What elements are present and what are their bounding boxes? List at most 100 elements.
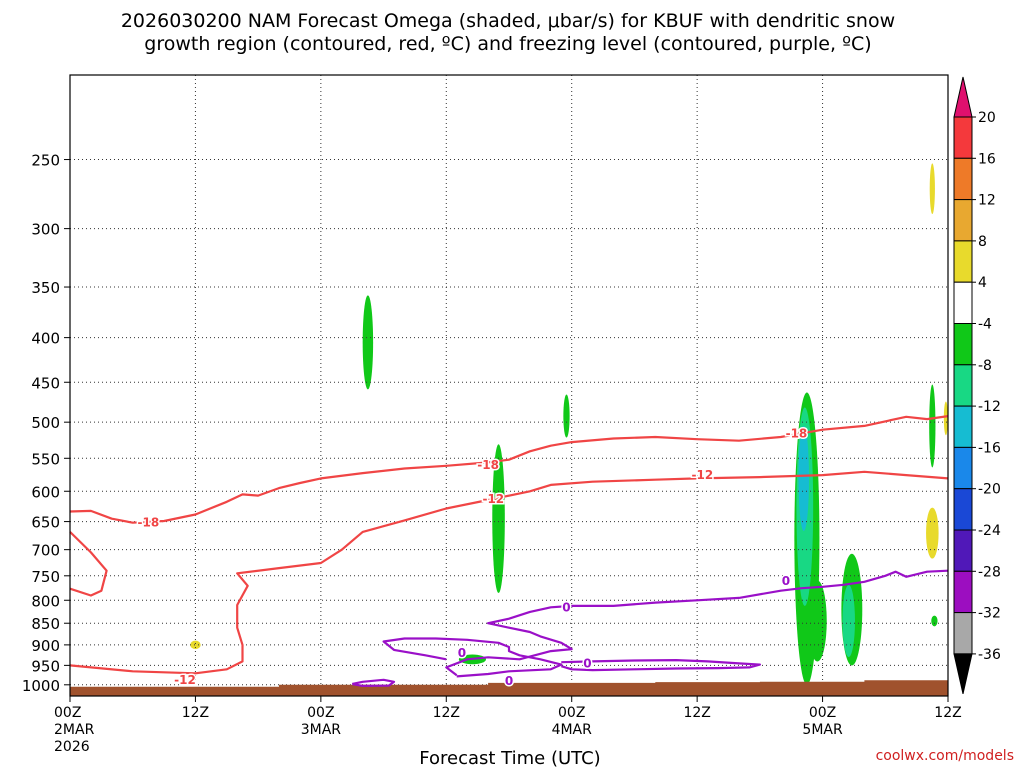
x-tick-label-7: 12Z: [934, 705, 961, 721]
credit-label: coolwx.com/models: [876, 748, 1014, 764]
y-axis: 250 300 350 400 450 500 550 600 650 700 750 800 850 9…: [22, 152, 70, 695]
contour-labels: -18 -12 -18 -12 -18 -12 0 0 0 0 0: [136, 425, 809, 690]
colorbar-label-12: -32: [978, 606, 1001, 622]
freezing-contour-6: [560, 658, 762, 672]
y-tick-label-13: 900: [31, 637, 60, 655]
ground-fill: [70, 680, 948, 696]
ground-surface: [70, 680, 948, 696]
plot-area: -18 -12 -18 -12 -18 -12 0 0 0 0 0: [69, 74, 949, 697]
omega-blob-4: [563, 394, 570, 438]
colorbar-label-6: -8: [978, 358, 992, 374]
omega-blob-12: [931, 615, 938, 627]
contour-label-10: 0: [782, 574, 790, 588]
colorbar-label-8: -16: [978, 440, 1001, 456]
omega-blob-2: [492, 444, 505, 594]
omega-blob-14: [929, 163, 935, 215]
dgz-contour-1: [69, 531, 108, 597]
x-tick-label-2: 00Z: [307, 705, 334, 721]
colorbar-segment-1: [953, 116, 973, 159]
y-tick-label-3: 400: [31, 330, 60, 348]
dgz-contour-2: [69, 470, 949, 675]
colorbar-label-7: -12: [978, 399, 1001, 415]
x-tick-label-1: 12Z: [182, 705, 209, 721]
contour-label-0: -18: [138, 516, 160, 530]
omega-blob-10: [842, 585, 855, 657]
y-tick-label-0: 250: [31, 152, 60, 170]
freezing-contour-4: [351, 678, 396, 688]
colorbar-segment-4: [953, 240, 973, 283]
omega-blob-15: [926, 507, 939, 559]
y-tick-label-7: 600: [31, 483, 60, 501]
x-tick-date-0: 2MAR: [54, 722, 95, 738]
colorbar-label-1: 16: [978, 151, 996, 167]
x-tick-date-4: 4MAR: [552, 722, 593, 738]
omega-shading: [190, 163, 949, 685]
contour-label-1: -12: [174, 673, 196, 687]
y-tick-label-14: 950: [31, 657, 60, 675]
y-tick-label-12: 850: [31, 615, 60, 633]
colorbar-segment-5: [953, 281, 973, 325]
y-tick-label-10: 750: [31, 568, 60, 586]
y-tick-label-15: 1000: [22, 677, 60, 695]
plot-frame: [69, 74, 949, 697]
omega-blob-11: [929, 384, 936, 468]
colorbar: 20 16 12 8 4 -4 -8 -12 -16 -20 -24 -28 -32 -36: [953, 76, 1001, 695]
colorbar-segment-6: [953, 323, 973, 366]
colorbar-segment-9: [953, 446, 973, 490]
contour-label-3: -12: [482, 492, 504, 506]
omega-blob-13: [943, 401, 949, 436]
colorbar-bottom-arrow: [953, 653, 973, 695]
colorbar-segment-2: [953, 157, 973, 201]
colorbar-label-4: 4: [978, 275, 987, 291]
y-tick-label-1: 300: [31, 221, 60, 239]
x-tick-date-6: 5MAR: [802, 722, 843, 738]
freezing-contour-5: [382, 637, 563, 678]
contour-label-7: 0: [562, 600, 570, 614]
colorbar-label-0: 20: [978, 110, 996, 126]
colorbar-label-3: 8: [978, 234, 987, 250]
colorbar-label-2: 12: [978, 193, 996, 209]
colorbar-segment-12: [953, 570, 973, 614]
contour-label-4: -18: [786, 426, 808, 440]
colorbar-segment-10: [953, 488, 973, 531]
colorbar-segment-11: [953, 529, 973, 572]
x-tick-year-0: 2026: [54, 739, 90, 755]
y-tick-label-2: 350: [31, 279, 60, 297]
chart-title-line1: 2026030200 NAM Forecast Omega (shaded, μ…: [121, 10, 895, 32]
x-tick-label-4: 00Z: [558, 705, 585, 721]
y-tick-label-8: 650: [31, 514, 60, 532]
x-tick-label-0: 00Z: [54, 705, 81, 721]
colorbar-label-11: -28: [978, 564, 1001, 580]
colorbar-segment-13: [953, 612, 973, 655]
contour-label-6: 0: [458, 646, 466, 660]
contour-label-2: -18: [477, 458, 499, 472]
colorbar-segment-3: [953, 199, 973, 242]
contour-label-8: 0: [583, 656, 591, 670]
omega-blob-0: [190, 640, 201, 650]
contour-label-5: -12: [692, 468, 714, 482]
y-tick-label-11: 800: [31, 592, 60, 610]
x-tick-label-3: 12Z: [433, 705, 460, 721]
chart-title-line2: growth region (contoured, red, ºC) and f…: [144, 33, 871, 55]
colorbar-segment-8: [953, 405, 973, 448]
omega-blob-1: [362, 295, 374, 390]
x-axis-title: Forecast Time (UTC): [419, 748, 600, 768]
x-tick-label-6: 00Z: [809, 705, 836, 721]
colorbar-segment-7: [953, 364, 973, 407]
colorbar-top-arrow: [953, 76, 973, 118]
x-tick-date-2: 3MAR: [301, 722, 342, 738]
y-tick-label-6: 550: [31, 450, 60, 468]
colorbar-label-13: -36: [978, 647, 1001, 663]
x-tick-label-5: 12Z: [683, 705, 710, 721]
freezing-contour-3: [445, 569, 949, 677]
colorbar-label-5: -4: [978, 317, 992, 333]
y-tick-label-9: 700: [31, 542, 60, 560]
contour-label-9: 0: [505, 674, 513, 688]
colorbar-label-9: -20: [978, 482, 1001, 498]
omega-blob-7: [798, 425, 809, 532]
dgz-contour-0: [69, 415, 949, 524]
y-tick-label-4: 450: [31, 374, 60, 392]
omega-blob-8: [807, 580, 827, 662]
